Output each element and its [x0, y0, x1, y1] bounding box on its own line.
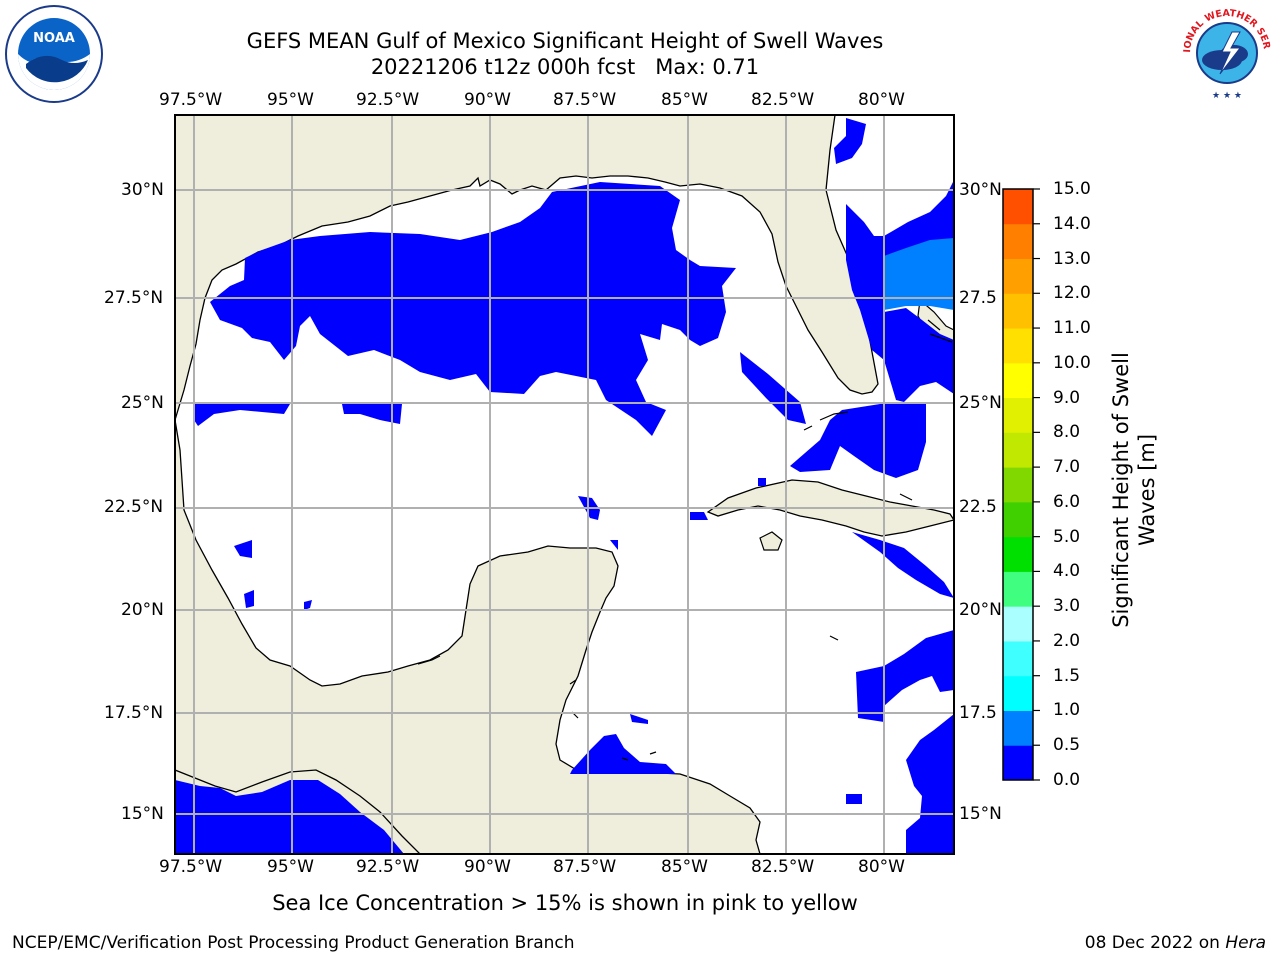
lat-tick-left: 22.5°N — [104, 497, 164, 517]
colorbar-band — [1003, 501, 1033, 538]
chart-subtitle: 20221206 t12z 000h fcst Max: 0.71 — [370, 55, 760, 79]
lat-tick-right: 30°N — [959, 180, 1002, 200]
colorbar-tick-label: 0.0 — [1053, 770, 1081, 790]
sea-ice-caption: Sea Ice Concentration > 15% is shown in … — [272, 891, 858, 915]
swell-shading-low — [175, 118, 954, 854]
lon-tick-top: 85°W — [661, 90, 708, 110]
lon-tick-bottom: 82.5°W — [751, 857, 815, 877]
lat-tick-right: 17.5 — [959, 703, 997, 723]
lon-tick-bottom: 85°W — [661, 857, 708, 877]
colorbar-tick-label: 13.0 — [1053, 248, 1091, 269]
colorbar — [1002, 188, 1040, 781]
colorbar-band — [1003, 362, 1033, 399]
lat-tick-left: 25°N — [121, 393, 164, 413]
colorbar-band — [1003, 536, 1033, 572]
colorbar-tick-label: 11.0 — [1053, 318, 1091, 339]
colorbar-band — [1003, 432, 1033, 468]
lon-tick-top: 80°W — [858, 90, 905, 110]
footer-host: Hera — [1225, 933, 1266, 953]
lat-tick-right: 25°N — [959, 393, 1002, 413]
lon-tick-top: 87.5°W — [553, 90, 617, 110]
colorbar-tick-label: 1.5 — [1053, 665, 1081, 686]
colorbar-tick-label: 10.0 — [1053, 352, 1091, 373]
nws-logo: NATIONAL WEATHER SERVICE ★ ★ ★ — [1172, 0, 1278, 104]
footer-date-text: 08 Dec 2022 on — [1084, 933, 1226, 953]
lat-tick-right: 15°N — [959, 804, 1002, 824]
chart-title: GEFS MEAN Gulf of Mexico Significant Hei… — [246, 29, 884, 53]
lon-tick-bottom: 87.5°W — [553, 857, 617, 877]
colorbar-tick-label: 2.0 — [1053, 630, 1081, 651]
colorbar-tick-label: 8.0 — [1053, 422, 1081, 443]
lon-tick-bottom: 95°W — [267, 857, 314, 877]
colorbar-band — [1003, 258, 1033, 294]
noaa-logo: NOAA — [4, 4, 104, 104]
lon-tick-top: 90°W — [464, 90, 511, 110]
lat-tick-right: 27.5 — [959, 288, 997, 308]
colorbar-band — [1003, 467, 1033, 503]
colorbar-band — [1003, 606, 1033, 642]
colorbar-band — [1003, 293, 1033, 329]
colorbar-tick-label: 6.0 — [1053, 491, 1081, 512]
lat-tick-right: 20°N — [959, 600, 1002, 620]
swell-shading-mid — [884, 238, 954, 310]
colorbar-tick-label: 14.0 — [1053, 213, 1091, 234]
lon-tick-top: 95°W — [267, 90, 314, 110]
map-gridlines — [175, 115, 954, 854]
colorbar-title-line2: Waves [m] — [1135, 434, 1159, 546]
footer-date: 08 Dec 2022 on Hera — [1085, 933, 1266, 953]
lon-tick-bottom: 97.5°W — [159, 857, 223, 877]
lat-tick-left: 20°N — [121, 600, 164, 620]
colorbar-tick-label: 1.0 — [1053, 700, 1081, 721]
map-frame — [174, 114, 955, 855]
colorbar-band — [1003, 223, 1033, 260]
colorbar-tick-label: 0.5 — [1053, 735, 1081, 756]
colorbar-band — [1003, 640, 1033, 677]
svg-text:NOAA: NOAA — [33, 31, 75, 46]
lon-tick-top: 92.5°W — [356, 90, 420, 110]
lon-tick-top: 97.5°W — [159, 90, 223, 110]
lat-tick-left: 17.5°N — [104, 703, 164, 723]
footer-credit: NCEP/EMC/Verification Post Processing Pr… — [12, 933, 575, 953]
lon-tick-top: 82.5°W — [751, 90, 815, 110]
lat-tick-right: 22.5 — [959, 497, 997, 517]
colorbar-band — [1003, 675, 1033, 711]
colorbar-band — [1003, 710, 1033, 746]
svg-text:★ ★ ★: ★ ★ ★ — [1212, 91, 1242, 101]
lon-tick-bottom: 80°W — [858, 857, 905, 877]
colorbar-tick-label: 9.0 — [1053, 387, 1081, 408]
colorbar-tick-label: 7.0 — [1053, 457, 1081, 478]
colorbar-tick-label: 4.0 — [1053, 561, 1081, 582]
colorbar-band — [1003, 745, 1033, 781]
colorbar-tick-label: 3.0 — [1053, 596, 1081, 617]
colorbar-title-line1: Significant Height of Swell — [1109, 352, 1133, 628]
colorbar-band — [1003, 189, 1033, 225]
colorbar-band — [1003, 328, 1033, 364]
land-usa — [175, 115, 879, 421]
lon-tick-bottom: 90°W — [464, 857, 511, 877]
lat-tick-left: 15°N — [121, 804, 164, 824]
lon-tick-bottom: 92.5°W — [356, 857, 420, 877]
colorbar-title: Significant Height of Swell Waves [m] — [1109, 352, 1159, 628]
colorbar-tick-label: 5.0 — [1053, 526, 1081, 547]
colorbar-band — [1003, 397, 1033, 433]
lat-tick-left: 27.5°N — [104, 288, 164, 308]
colorbar-band — [1003, 571, 1033, 607]
colorbar-tick-label: 15.0 — [1053, 179, 1091, 199]
colorbar-tick-label: 12.0 — [1053, 283, 1091, 304]
lat-tick-left: 30°N — [121, 180, 164, 200]
